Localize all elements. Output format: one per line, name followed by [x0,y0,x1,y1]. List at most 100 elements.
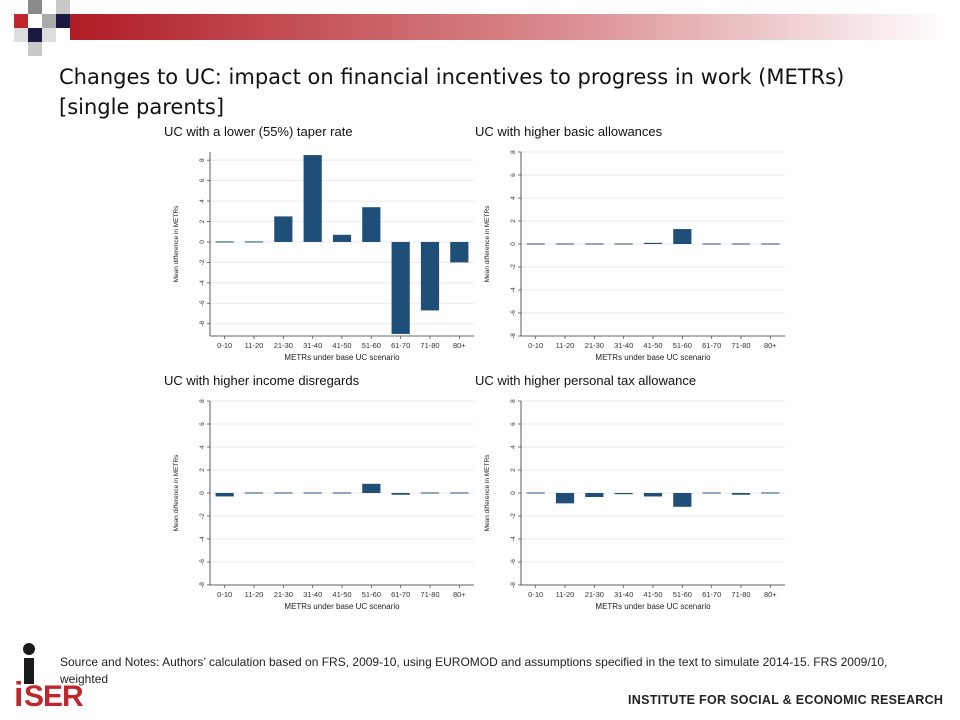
x-tick-label: 21-30 [585,590,604,599]
bar-21-30 [274,492,293,494]
y-axis-label: Mean difference in METRs [484,454,491,532]
x-tick-label: 61-70 [702,341,721,350]
y-tick-label: -2 [510,264,517,270]
panel-title: UC with a lower (55%) taper rate [164,124,353,139]
chart-panel-lower-taper: 8 6 4 2 0 -2 -4 -6 -8 0-10 11-20 21-30 31-40 41-50 51-… [164,124,484,371]
x-tick-label: 61-70 [702,590,721,599]
y-tick-label: -8 [510,333,517,339]
x-tick-label: 31-40 [614,590,633,599]
x-tick-label: 51-60 [673,590,692,599]
bar-80+ [450,241,469,263]
bar-31-40 [303,155,322,242]
bar-11-20 [244,492,264,494]
y-tick-label: -6 [510,310,517,316]
x-tick-label: 51-60 [673,341,692,350]
y-tick-label: 2 [510,219,517,223]
y-tick-label: 0 [199,491,206,495]
header-decoration [14,0,950,56]
y-tick-label: -4 [510,287,517,293]
x-axis-label: METRs under base UC scenario [595,602,711,611]
x-tick-label: 21-30 [274,590,293,599]
y-tick-label: -4 [510,536,517,542]
bar-51-60 [362,483,381,493]
y-tick-label: -2 [510,513,517,519]
bar-61-70 [702,492,721,494]
bar-71-80 [420,241,440,311]
x-tick-label: 71-80 [731,341,750,350]
x-tick-label: 31-40 [303,341,322,350]
bar-31-40 [614,493,633,495]
x-tick-label: 41-50 [332,341,351,350]
y-tick-label: -4 [199,536,206,542]
x-tick-label: 31-40 [614,341,633,350]
y-tick-label: 0 [199,240,206,244]
bar-31-40 [614,243,633,245]
x-tick-label: 71-80 [420,341,439,350]
panel-title: UC with higher basic allowances [475,124,663,139]
x-axis-label: METRs under base UC scenario [595,353,711,362]
y-tick-label: -6 [199,559,206,565]
y-tick-label: -6 [199,300,206,306]
iser-logo: i SER [14,643,85,712]
x-tick-label: 11-20 [245,341,264,350]
bar-80+ [450,492,469,494]
bar-41-50 [643,493,663,497]
bar-71-80 [420,492,440,494]
bar-chart-lower-taper: 8 6 4 2 0 -2 -4 -6 -8 0-10 11-20 21-30 31-40 41-50 51-… [173,152,474,362]
y-tick-label: -8 [510,582,517,588]
x-tick-label: 41-50 [643,341,662,350]
bar-41-50 [643,242,663,244]
x-tick-label: 61-70 [391,590,410,599]
x-tick-label: 11-20 [245,590,264,599]
x-tick-label: 0-10 [528,341,543,350]
x-tick-label: 80+ [764,590,777,599]
y-tick-label: 6 [199,422,206,426]
x-tick-label: 21-30 [274,341,293,350]
x-tick-label: 80+ [453,341,466,350]
bar-21-30 [274,216,293,242]
svg-text:SER: SER [24,680,84,712]
x-tick-label: 31-40 [303,590,322,599]
x-tick-label: 51-60 [362,590,381,599]
y-tick-label: 8 [510,150,517,154]
x-tick-label: 80+ [764,341,777,350]
bar-0-10 [215,241,234,243]
bar-71-80 [731,493,751,495]
y-tick-label: 4 [199,199,206,203]
x-axis-label: METRs under base UC scenario [284,353,400,362]
bar-chart-basic-allowances: 8 6 4 2 0 -2 -4 -6 -8 0-10 11-20 21-30 31-40 41-50 51-… [484,150,785,362]
x-tick-label: 21-30 [585,341,604,350]
bar-41-50 [332,492,352,494]
y-tick-label: 4 [199,445,206,449]
y-tick-label: -8 [199,320,206,326]
x-tick-label: 41-50 [643,590,662,599]
bar-chart-income-disregards: 8 6 4 2 0 -2 -4 -6 -8 0-10 11-20 21-30 31-40 41-50 51-… [173,399,474,611]
source-notes: Source and Notes: Authors’ calculation b… [60,655,888,686]
svg-text:i: i [14,676,23,712]
x-tick-label: 0-10 [217,590,232,599]
x-tick-label: 80+ [453,590,466,599]
x-tick-label: 61-70 [391,341,410,350]
y-tick-label: 8 [199,399,206,403]
chart-panel-personal-tax-allowance: 8 6 4 2 0 -2 -4 -6 -8 0-10 11-20 21-30 31-40 41-50 51-… [475,373,795,620]
bar-0-10 [526,243,545,245]
bar-61-70 [391,241,410,334]
bar-11-20 [244,241,264,243]
y-tick-label: 6 [199,178,206,182]
bar-61-70 [391,493,410,495]
y-tick-label: 4 [510,445,517,449]
bar-51-60 [673,493,692,507]
bar-0-10 [526,492,545,494]
bar-21-30 [585,493,604,498]
y-axis-label: Mean difference in METRs [173,454,180,532]
y-axis-label: Mean difference in METRs [484,205,491,283]
bar-chart-personal-tax-allowance: 8 6 4 2 0 -2 -4 -6 -8 0-10 11-20 21-30 31-40 41-50 51-… [484,399,785,611]
y-axis-label: Mean difference in METRs [173,205,180,283]
bar-11-20 [555,493,575,504]
y-tick-label: 0 [510,491,517,495]
y-tick-label: 6 [510,422,517,426]
x-tick-label: 11-20 [556,590,575,599]
bar-21-30 [585,243,604,245]
x-tick-label: 0-10 [528,590,543,599]
chart-panel-income-disregards: 8 6 4 2 0 -2 -4 -6 -8 0-10 11-20 21-30 31-40 41-50 51-… [164,373,484,620]
